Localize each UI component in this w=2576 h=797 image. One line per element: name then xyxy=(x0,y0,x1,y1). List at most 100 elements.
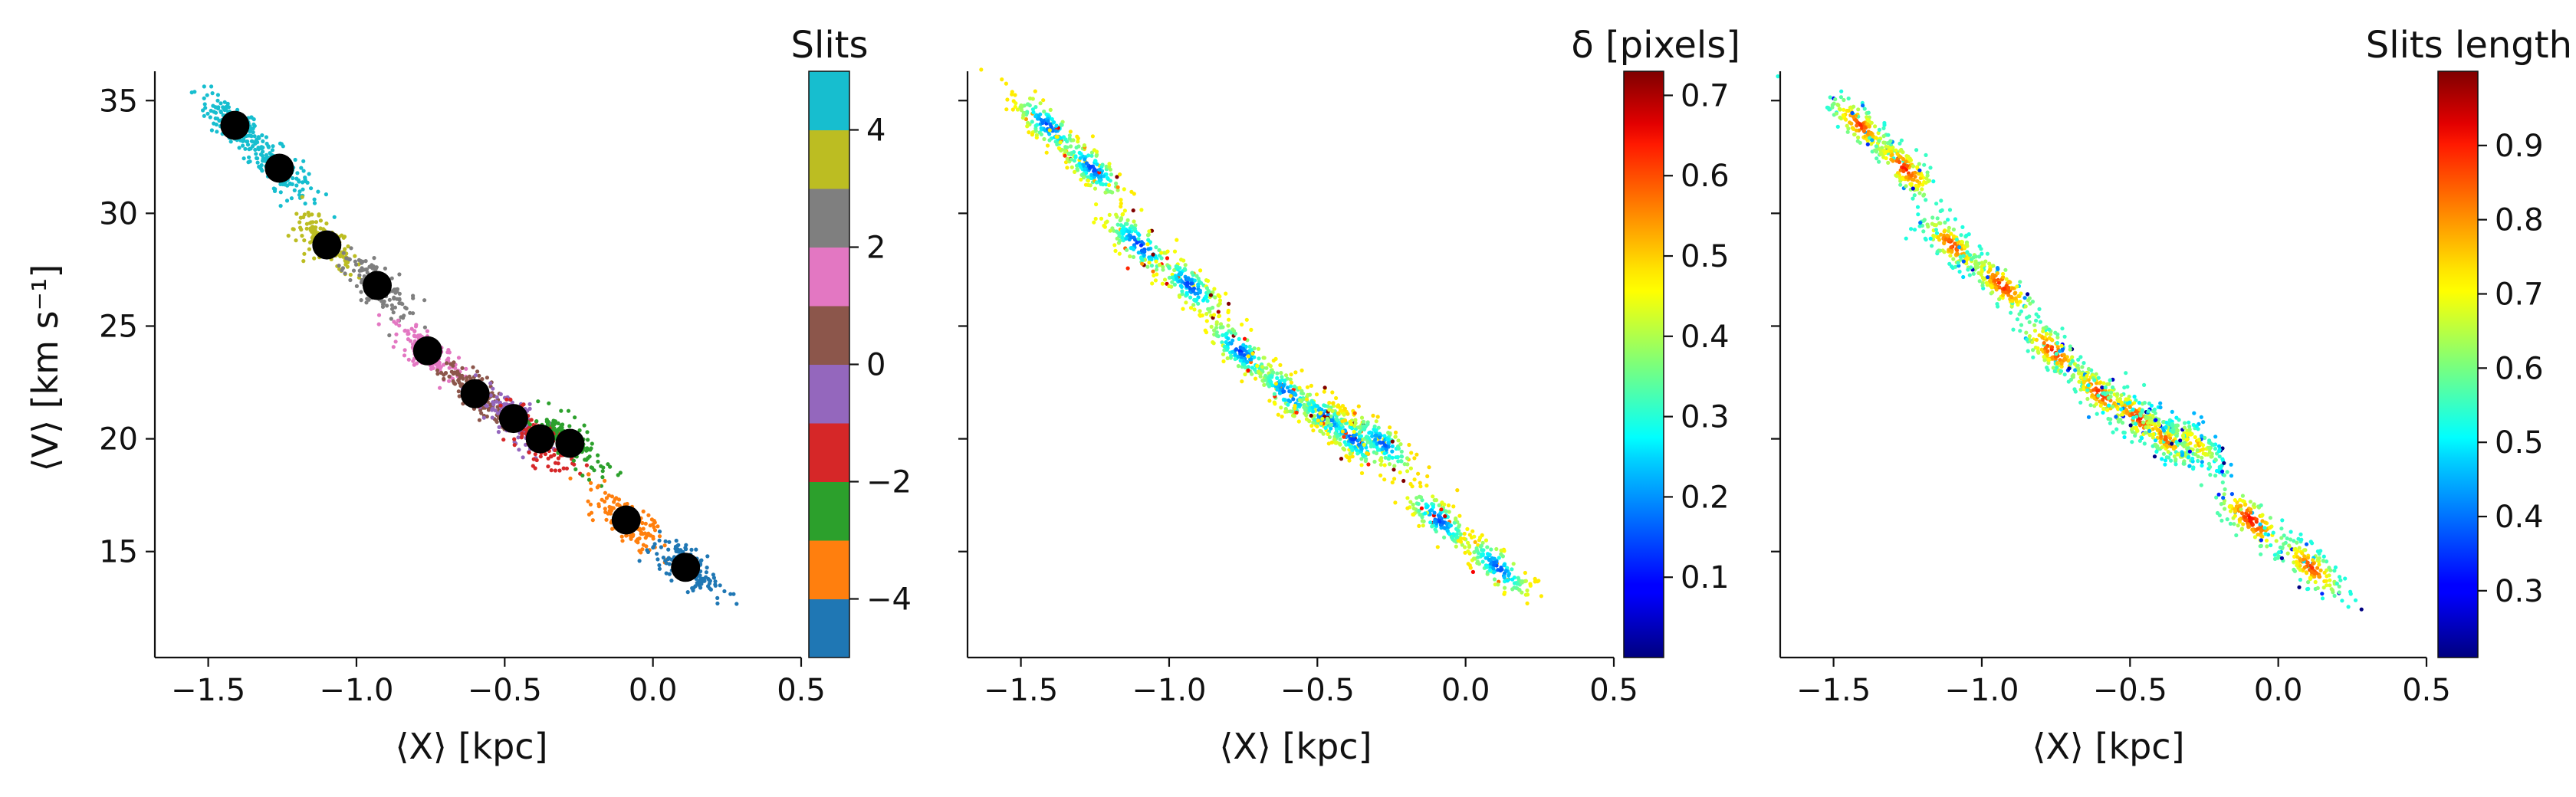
scatter-point xyxy=(552,426,557,431)
scatter-point xyxy=(447,374,452,379)
scatter-point xyxy=(2045,349,2050,353)
scatter-point xyxy=(1399,449,1404,454)
scatter-point xyxy=(652,528,658,533)
scatter-point xyxy=(1446,503,1451,508)
scatter-point xyxy=(1336,404,1340,409)
scatter-point xyxy=(1039,132,1043,136)
scatter-point xyxy=(477,373,481,378)
scatter-point xyxy=(402,348,407,353)
scatter-point xyxy=(411,342,416,346)
scatter-point xyxy=(1243,372,1247,377)
scatter-point xyxy=(1220,340,1224,345)
scatter-point xyxy=(464,366,468,371)
scatter-point xyxy=(1279,405,1283,410)
scatter-point xyxy=(1971,255,1976,260)
scatter-point xyxy=(1229,353,1234,358)
scatter-point xyxy=(1216,310,1221,314)
scatter-point xyxy=(2140,408,2144,412)
scatter-point xyxy=(1867,119,1871,123)
scatter-point xyxy=(637,526,642,531)
scatter-point xyxy=(2058,369,2064,373)
scatter-point xyxy=(1190,271,1194,275)
scatter-point xyxy=(1961,254,1966,258)
scatter-point xyxy=(1241,343,1246,347)
scatter-point xyxy=(1241,346,1246,351)
scatter-point xyxy=(1837,107,1842,111)
scatter-point xyxy=(1250,351,1255,356)
scatter-point xyxy=(496,430,501,435)
scatter-point xyxy=(1373,437,1378,442)
scatter-point xyxy=(1453,539,1458,543)
scatter-point xyxy=(1293,406,1297,411)
scatter-point xyxy=(1145,264,1150,269)
scatter-point xyxy=(1103,190,1108,195)
scatter-point xyxy=(1125,266,1130,271)
scatter-point xyxy=(1336,411,1341,415)
scatter-points-delta xyxy=(979,67,1543,606)
scatter-point xyxy=(1204,312,1209,317)
scatter-point xyxy=(376,322,381,326)
scatter-point xyxy=(1877,139,1881,143)
x-tick-label: −1.0 xyxy=(1132,673,1206,708)
scatter-point xyxy=(2240,494,2245,498)
scatter-point xyxy=(1107,162,1112,166)
scatter-point xyxy=(1170,275,1175,280)
scatter-point xyxy=(2128,400,2132,405)
scatter-point xyxy=(669,579,674,583)
scatter-point xyxy=(1181,307,1185,311)
scatter-point xyxy=(343,247,347,251)
scatter-point xyxy=(1151,252,1155,257)
scatter-point xyxy=(1370,434,1375,438)
scatter-point xyxy=(1945,233,1950,238)
scatter-point xyxy=(1289,380,1294,385)
scatter-point xyxy=(1913,175,1917,179)
scatter-point xyxy=(2220,469,2225,474)
scatter-point xyxy=(425,329,430,333)
scatter-point xyxy=(2213,435,2218,439)
scatter-point xyxy=(1525,592,1530,597)
scatter-point xyxy=(1348,451,1352,456)
scatter-point xyxy=(253,147,258,152)
scatter-point xyxy=(2038,320,2042,324)
scatter-point xyxy=(1040,120,1045,125)
scatter-point xyxy=(1883,151,1888,156)
scatter-point xyxy=(1984,280,1989,285)
scatter-point xyxy=(2185,438,2190,442)
scatter-point xyxy=(1048,107,1053,112)
scatter-point xyxy=(2082,361,2086,366)
scatter-point xyxy=(248,126,253,131)
scatter-point xyxy=(306,210,310,215)
scatter-point xyxy=(1447,510,1451,514)
scatter-point xyxy=(2228,503,2233,509)
scatter-point xyxy=(301,159,306,163)
scatter-point xyxy=(2193,435,2197,440)
scatter-point xyxy=(1236,354,1240,359)
scatter-point xyxy=(1922,218,1927,222)
scatter-point xyxy=(1359,463,1364,467)
scatter-point xyxy=(1149,257,1154,262)
scatter-point xyxy=(1329,422,1334,428)
scatter-point xyxy=(2252,502,2256,507)
scatter-point xyxy=(1196,301,1201,306)
scatter-point xyxy=(2174,440,2179,444)
scatter-point xyxy=(383,266,387,271)
scatter-point xyxy=(2067,366,2072,371)
scatter-point xyxy=(1340,404,1346,408)
scatter-point xyxy=(1895,152,1900,156)
scatter-point xyxy=(1862,125,1867,130)
scatter-point xyxy=(1137,233,1142,238)
scatter-point xyxy=(301,180,305,185)
scatter-point xyxy=(1192,297,1197,302)
scatter-point xyxy=(1841,113,1845,117)
scatter-point xyxy=(561,466,566,471)
scatter-point xyxy=(1069,144,1073,149)
scatter-point xyxy=(1492,560,1497,565)
scatter-point xyxy=(2282,533,2286,538)
scatter-point xyxy=(1928,236,1933,241)
colorbar-tick-label: −2 xyxy=(866,465,912,500)
scatter-point xyxy=(2058,349,2062,353)
scatter-point xyxy=(1289,372,1293,377)
scatter-point xyxy=(1444,509,1448,513)
scatter-point xyxy=(2221,496,2226,500)
